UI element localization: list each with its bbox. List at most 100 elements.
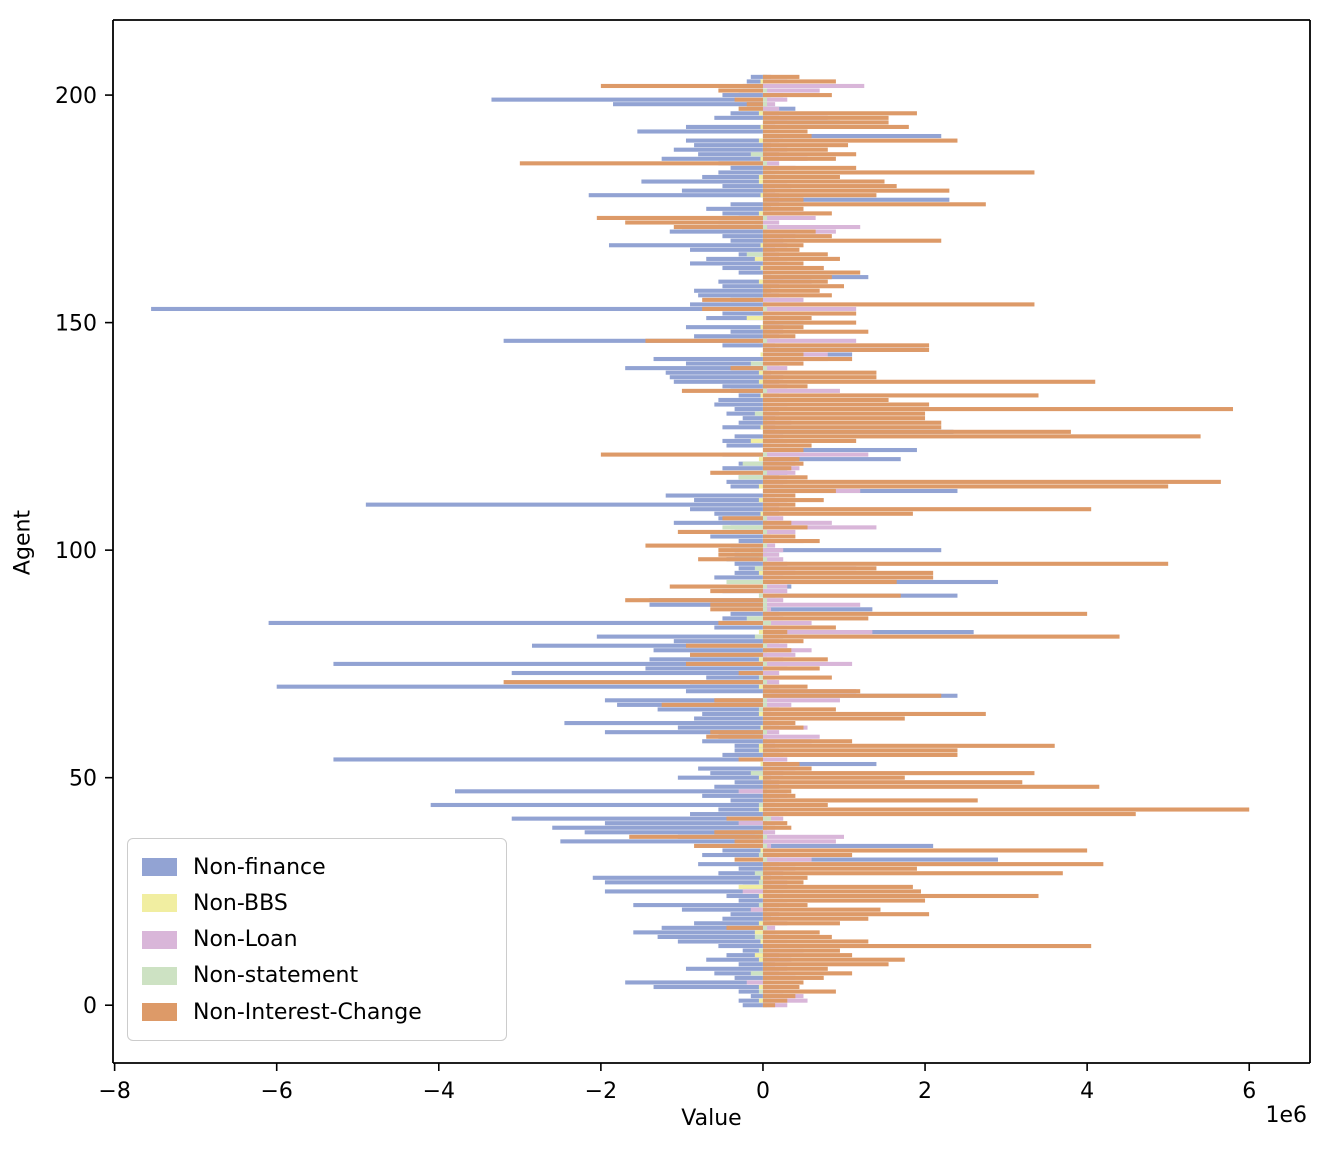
bar [762, 821, 788, 826]
bar [762, 857, 768, 862]
bar [673, 379, 763, 384]
bar [552, 825, 763, 830]
bar [754, 953, 763, 958]
bar [718, 279, 763, 284]
bar [758, 379, 763, 384]
bar [762, 174, 840, 180]
bar [762, 238, 942, 243]
bar [762, 97, 788, 102]
bar [762, 557, 784, 562]
bar [738, 789, 763, 794]
bar [625, 366, 763, 371]
bar [596, 215, 763, 220]
bar [685, 325, 763, 330]
bar [685, 124, 763, 129]
bar [653, 356, 763, 362]
bar [762, 848, 1088, 853]
bar [722, 93, 763, 98]
bar [760, 848, 763, 853]
bar [698, 557, 763, 562]
bar [762, 429, 1071, 434]
bar [734, 570, 763, 575]
bar [762, 316, 812, 321]
bar [762, 161, 780, 166]
bar [762, 975, 824, 980]
bar [762, 438, 857, 443]
bar [669, 375, 763, 380]
bar [758, 852, 763, 858]
bar [758, 484, 763, 489]
bar [710, 602, 763, 607]
bar [762, 306, 857, 312]
bar [762, 129, 808, 134]
bar [762, 807, 1250, 812]
bar [750, 152, 763, 157]
bar [762, 784, 1100, 789]
bar [762, 839, 836, 844]
bar [706, 316, 763, 321]
bar [762, 529, 796, 534]
bar [738, 393, 763, 398]
bar [690, 652, 763, 657]
bar [750, 907, 763, 912]
bar [730, 611, 763, 616]
bar [762, 102, 776, 107]
bar [762, 152, 857, 157]
bar [762, 493, 796, 498]
bar [653, 648, 763, 653]
bar [750, 74, 763, 79]
bar [762, 520, 792, 525]
bar [722, 438, 763, 443]
bar [762, 434, 1201, 439]
bar [706, 206, 763, 211]
bar [762, 789, 792, 794]
bar [681, 907, 763, 912]
bar [734, 743, 763, 748]
bar [722, 384, 763, 389]
bar [762, 338, 857, 343]
bar [762, 730, 780, 735]
bar [762, 270, 861, 275]
bar [754, 566, 763, 571]
bar [702, 739, 763, 744]
bar [746, 102, 763, 107]
bar [762, 133, 812, 139]
bar [762, 507, 1092, 512]
bar [754, 411, 763, 416]
bar [762, 984, 800, 990]
bar [738, 566, 763, 571]
bar [762, 925, 768, 930]
bar [762, 698, 768, 703]
bar [722, 343, 763, 348]
bar [758, 893, 763, 899]
bar [762, 338, 768, 343]
bar [734, 839, 763, 844]
bar [564, 721, 763, 726]
bar [762, 598, 784, 603]
bar [685, 361, 763, 366]
legend-label: Non-finance [193, 854, 326, 880]
bar [694, 288, 763, 293]
bar [762, 197, 804, 202]
bar [762, 488, 836, 494]
bar [673, 147, 763, 152]
bar [762, 288, 820, 293]
bar [673, 225, 763, 230]
x-tick-label: 6 [1242, 1079, 1256, 1104]
bar [762, 766, 812, 771]
legend-label: Non-Loan [193, 927, 298, 952]
bar [762, 388, 768, 393]
bar [762, 989, 836, 994]
bar [758, 370, 763, 375]
bar [762, 816, 784, 821]
bar [762, 893, 1039, 899]
bar [730, 165, 763, 170]
bar [762, 393, 1039, 398]
bar [726, 579, 763, 585]
bar [726, 893, 763, 899]
bar [710, 470, 763, 475]
bar [762, 962, 889, 967]
bar [734, 780, 763, 785]
bar [698, 862, 763, 867]
bar [714, 575, 763, 580]
